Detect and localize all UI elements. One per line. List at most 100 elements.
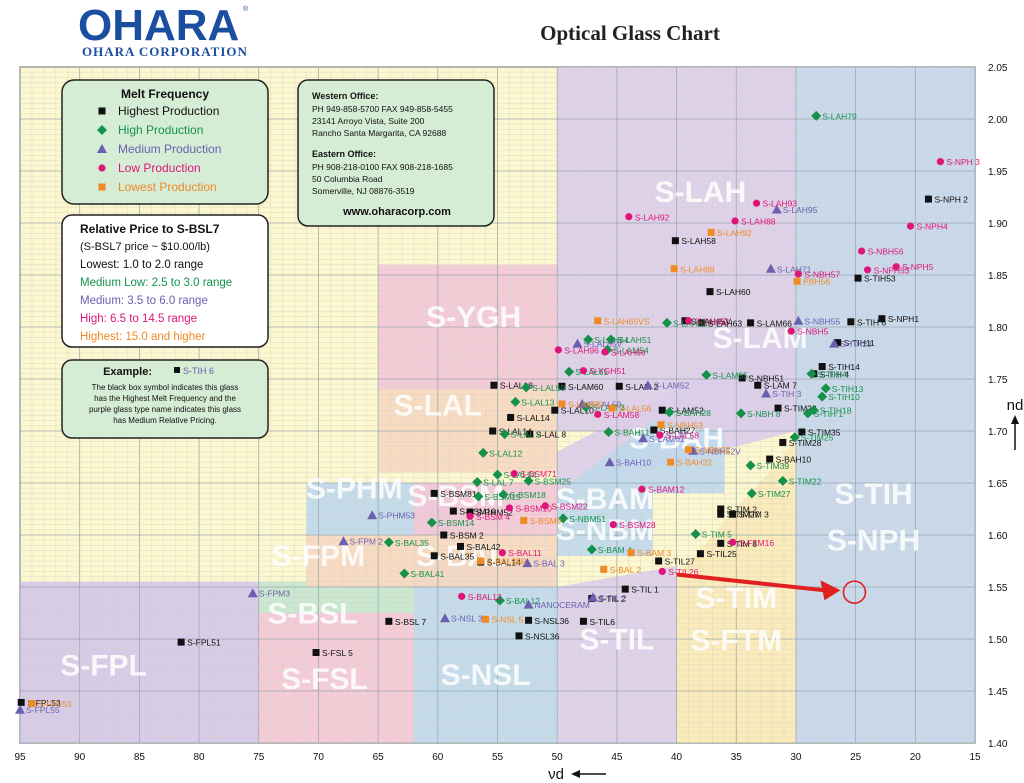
point-label: S-TIM27 (727, 510, 760, 520)
point-label: S-TIM28 (784, 404, 817, 414)
point-label: S-BSM81 (440, 489, 477, 499)
square-marker (600, 565, 608, 573)
point-label: S-BSM9 (530, 516, 562, 526)
diamond-marker (802, 408, 813, 419)
point-label: S-BSM14 (438, 518, 475, 528)
price-line: Highest: 15.0 and higher (80, 331, 205, 343)
point-label: S-BAH27 (660, 425, 696, 435)
square-marker (551, 406, 559, 414)
point-label: S-LAH89 (680, 264, 715, 274)
square-marker (579, 617, 587, 625)
x-tick-label: 50 (552, 752, 564, 763)
point-label: S-LAL14 (499, 427, 532, 437)
region-label: S-YGH (426, 301, 521, 334)
x-tick-label: 40 (671, 752, 683, 763)
square-marker (779, 438, 787, 446)
square-marker (847, 318, 855, 326)
circle-marker (466, 512, 474, 520)
circle-marker (863, 266, 872, 274)
west-line: 23141 Arroyo Vista, Suite 200 (312, 116, 425, 126)
square-marker (696, 550, 704, 558)
y-tick-label: 1.95 (988, 167, 1008, 178)
square-marker (98, 107, 106, 115)
y-tick-label: 1.50 (988, 635, 1008, 646)
point-label: S-LAM52 (668, 406, 704, 416)
east-title: Eastern Office: (312, 149, 376, 159)
triangle-marker (15, 704, 25, 714)
example-box: Example: S-TIH 6 The black box symbol in… (61, 359, 269, 439)
point-label: S-BAM 3 (637, 548, 671, 558)
point-label: S-BAL35 (395, 538, 429, 548)
square-marker (754, 381, 762, 389)
square-marker (525, 616, 533, 624)
circle-marker (857, 247, 866, 255)
square-marker (670, 265, 678, 273)
square-marker (878, 315, 886, 323)
region-label: S-FSL (281, 663, 368, 696)
example-lines: The black box symbol indicates this glas… (89, 383, 241, 425)
square-marker (594, 317, 602, 325)
triangle-marker (638, 433, 649, 443)
point-label: S-NBH56 (868, 247, 904, 257)
square-marker (17, 698, 25, 706)
circle-marker (658, 567, 666, 576)
point-label: S-BAH28 (675, 408, 711, 418)
point-label: S-NSL 5 (492, 615, 524, 625)
square-marker (818, 363, 826, 371)
point-label: S-NBH55 (804, 316, 840, 326)
point-label: S-BAM 4 (598, 545, 632, 555)
legend-items: Highest Production High Production Medium … (97, 104, 221, 194)
x-tick-label: 70 (313, 752, 325, 763)
circle-marker (458, 592, 466, 600)
point-label: S-TIL26 (668, 567, 699, 577)
triangle-marker (793, 315, 804, 325)
diamond-marker (498, 489, 509, 500)
point-label: S-BSM22 (551, 501, 588, 511)
circle-marker (98, 164, 106, 172)
triangle-marker (761, 388, 772, 398)
square-marker (717, 539, 725, 547)
ohara-logo: OHARA ® OHARA CORPORATION (78, 1, 249, 59)
square-marker (854, 274, 862, 282)
point-label: S-LAH92 (717, 228, 752, 238)
point-label: S-LAL 7 (483, 477, 514, 487)
x-tick-label: 45 (611, 752, 623, 763)
point-label: S-LAH65V (691, 316, 731, 326)
square-marker (558, 400, 566, 408)
website[interactable]: www.oharacorp.com (342, 206, 451, 218)
square-marker (440, 531, 448, 539)
point-label: S-NBH57 (804, 269, 840, 279)
diamond-marker (564, 366, 575, 377)
diamond-marker (97, 125, 107, 135)
point-label: S-TIL25 (706, 549, 737, 559)
point-label: S-TIM 3 (739, 510, 769, 520)
point-label: S-NPH53 (874, 265, 910, 275)
point-label: S-LAL18 (500, 381, 533, 391)
region-label: S-LAL (394, 389, 482, 422)
example-sample: S-TIH 6 (183, 366, 214, 376)
y-tick-label: 2.00 (988, 115, 1008, 126)
west-line: PH 949-858-5700 FAX 949-858-5455 (312, 104, 453, 114)
example-line: The black box symbol indicates this glas… (92, 383, 239, 392)
circle-marker (498, 549, 506, 557)
point-label: S-BAL35 (440, 551, 474, 561)
point-label: S-LAL58 (666, 431, 699, 441)
point-label: S-LAH96 (564, 345, 599, 355)
example-line: has Medium Relative Pricing. (113, 416, 217, 425)
point-label: S-LAL54 (504, 470, 537, 480)
y-tick-label: 1.45 (988, 687, 1008, 698)
point-label: S-BAL14 (487, 558, 521, 568)
y-tick-label: 1.85 (988, 271, 1008, 282)
x-tick-label: 75 (253, 752, 265, 763)
square-marker (658, 406, 666, 414)
circle-marker (505, 504, 514, 512)
legend-item-label: Low Production (118, 161, 201, 175)
square-marker (747, 319, 755, 327)
point-label: S-NBH53 (667, 420, 703, 430)
legend-item-label: Highest Production (118, 104, 219, 118)
price-line: Medium Low: 2.5 to 3.0 range (80, 277, 232, 289)
point-label: S-BSM18 (509, 490, 546, 500)
circle-marker (906, 222, 915, 230)
square-marker (456, 542, 464, 550)
point-label: S-TIH 1 (814, 409, 844, 419)
